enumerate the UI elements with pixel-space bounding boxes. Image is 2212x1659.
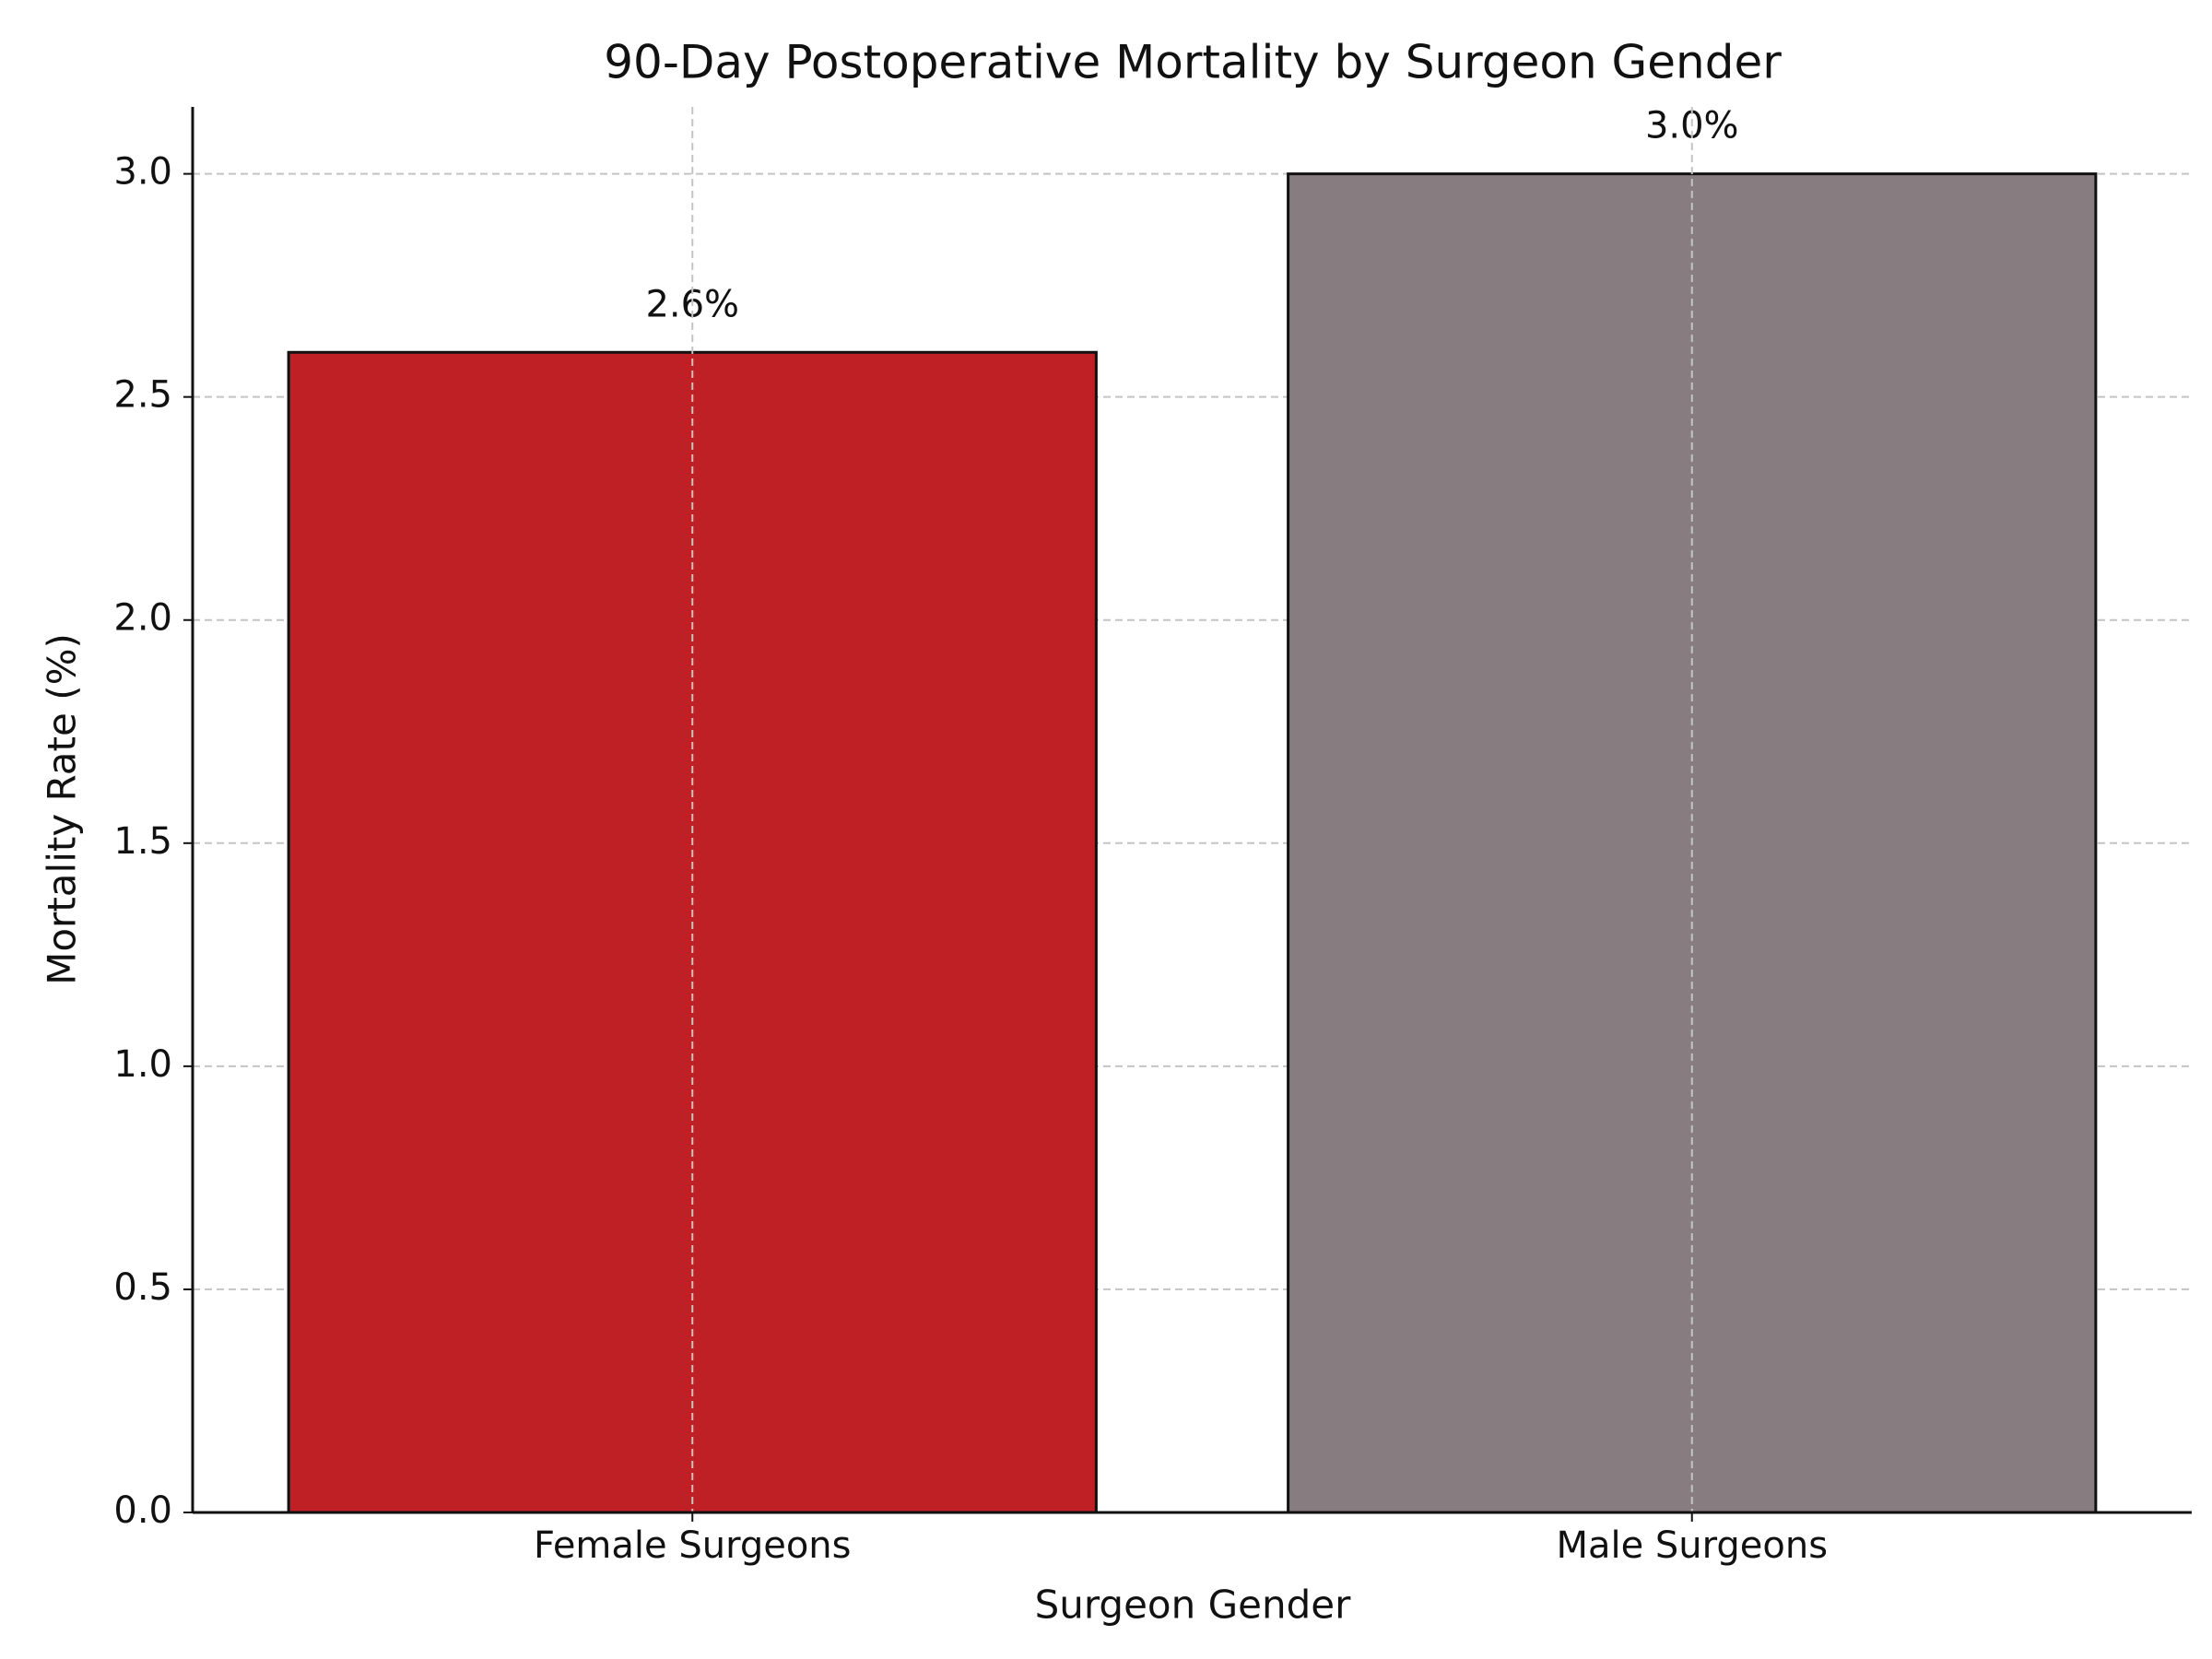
y-axis-label: Mortality Rate (%) xyxy=(40,633,85,985)
x-axis-label: Surgeon Gender xyxy=(1035,1583,1351,1628)
y-tick-label: 0.0 xyxy=(113,1489,172,1532)
y-tick-label: 3.0 xyxy=(113,151,172,194)
y-tick-label: 1.5 xyxy=(113,820,172,863)
y-tick-label: 0.5 xyxy=(113,1266,172,1309)
y-tick-label: 1.0 xyxy=(113,1043,172,1086)
x-tick-label: Female Surgeons xyxy=(534,1524,852,1567)
y-tick-label: 2.0 xyxy=(113,597,172,640)
x-tick-label: Male Surgeons xyxy=(1556,1524,1828,1567)
y-tick-label: 2.5 xyxy=(113,374,172,417)
chart-title: 90-Day Postoperative Mortality by Surgeo… xyxy=(604,36,1782,89)
